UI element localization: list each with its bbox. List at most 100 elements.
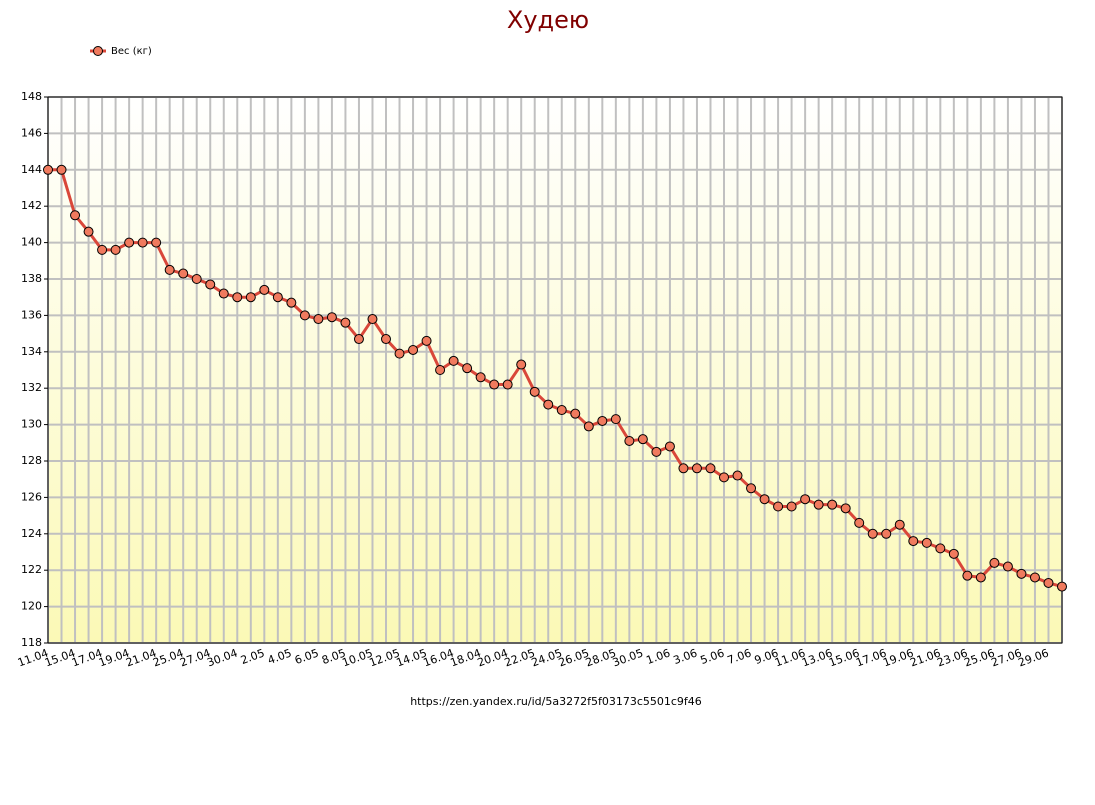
series-line [48,168,1063,589]
data-point [570,408,581,419]
data-point [786,501,797,512]
y-tick-label: 148 [21,90,42,103]
data-point [56,164,67,175]
data-point [232,292,243,303]
data-point [1002,561,1013,572]
data-point [867,528,878,539]
data-point [610,414,621,425]
x-tick-label: 3.06 [672,646,699,667]
data-point [178,268,189,279]
data-point [272,292,283,303]
data-point [286,297,297,308]
y-tick-label: 146 [21,126,42,139]
data-point [83,226,94,237]
legend-marker [93,46,103,56]
data-point [989,557,1000,568]
x-tick-label: 7.06 [726,646,753,667]
data-point [435,365,446,375]
data-point [935,543,946,554]
y-tick-label: 128 [21,454,42,467]
data-point [529,386,540,397]
y-tick-label: 130 [21,418,42,431]
y-tick-label: 118 [21,636,42,649]
data-point [489,379,500,390]
data-point [894,519,905,530]
y-tick-label: 132 [21,381,42,394]
data-point [259,284,270,295]
data-point [124,237,135,248]
data-point [678,463,689,474]
data-point [97,244,108,255]
data-point [962,570,973,581]
y-tick-label: 122 [21,563,42,576]
data-point [151,237,162,248]
data-point [948,548,959,559]
data-point [218,288,229,299]
data-point [664,441,675,452]
data-point [691,463,702,474]
data-point [746,483,757,494]
data-point [637,434,648,445]
data-point [164,264,175,275]
data-point [516,359,527,370]
data-point [543,399,554,410]
data-point [759,494,770,505]
data-point [840,503,851,514]
data-point [299,310,310,321]
data-point [502,379,513,390]
data-point [813,499,824,510]
data-point [326,312,337,323]
data-point [719,472,729,483]
data-point [705,463,716,474]
y-tick-label: 138 [21,272,42,285]
y-tick-label: 126 [21,490,42,503]
data-point [1057,581,1067,592]
data-point [800,494,811,505]
y-tick-label: 136 [21,308,42,321]
data-point [394,348,405,359]
x-tick-label: 2.05 [239,646,266,667]
data-point [624,435,635,446]
data-point [773,501,784,512]
data-point [1043,577,1054,588]
data-point [597,415,608,426]
x-tick-label: 4.05 [266,646,293,667]
y-tick-label: 120 [21,600,42,613]
data-point [367,314,378,325]
y-tick-label: 142 [21,199,42,212]
data-point [881,528,892,539]
data-point [1029,572,1040,583]
chart-title: Худею [507,6,589,34]
data-point [908,536,919,547]
data-point [205,279,216,290]
source-url: https://zen.yandex.ru/id/5a3272f5f03173c… [410,695,702,708]
data-point [975,572,986,583]
data-point [475,372,486,383]
data-point [1016,568,1027,579]
data-point [408,344,419,355]
data-point [70,210,81,221]
data-point [651,446,662,457]
x-tick-label: 1.06 [645,646,672,667]
y-tick-label: 124 [21,527,42,540]
data-point [827,499,838,510]
x-tick-label: 5.06 [699,646,726,667]
data-point [921,537,932,548]
y-tick-label: 144 [21,163,42,176]
legend-label: Вес (кг) [111,46,152,57]
data-point [421,335,432,346]
plot-frame [47,96,1063,644]
data-point [110,244,121,255]
y-tick-label: 140 [21,236,42,249]
data-point [854,517,865,528]
data-point [732,470,743,481]
data-point [313,314,324,325]
x-tick-label: 29.06 [1016,646,1050,669]
data-point [583,421,594,432]
data-point [340,317,351,328]
x-tick-label: 30.05 [611,646,645,669]
plot-area [48,97,1062,643]
data-point [137,237,148,248]
